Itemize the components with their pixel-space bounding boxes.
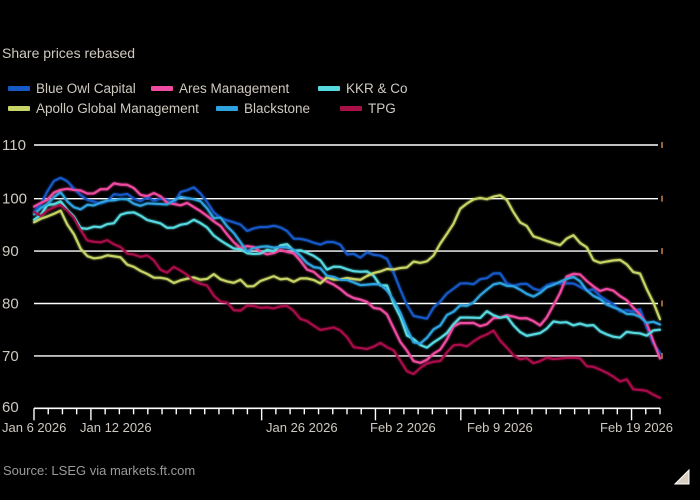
- svg-text:110: 110: [2, 137, 26, 154]
- svg-text:100: 100: [2, 191, 27, 208]
- svg-text:70: 70: [2, 348, 19, 365]
- svg-text:Feb 2 2026: Feb 2 2026: [370, 420, 436, 435]
- svg-text:60: 60: [2, 399, 19, 416]
- svg-text:80: 80: [2, 296, 19, 313]
- svg-text:90: 90: [2, 243, 19, 260]
- svg-text:Jan 6 2026: Jan 6 2026: [2, 420, 66, 435]
- svg-text:Jan 26 2026: Jan 26 2026: [266, 420, 338, 435]
- svg-text:Feb 9 2026: Feb 9 2026: [467, 420, 533, 435]
- svg-text:Feb 19 2026: Feb 19 2026: [600, 420, 673, 435]
- svg-text:Jan 12 2026: Jan 12 2026: [80, 420, 152, 435]
